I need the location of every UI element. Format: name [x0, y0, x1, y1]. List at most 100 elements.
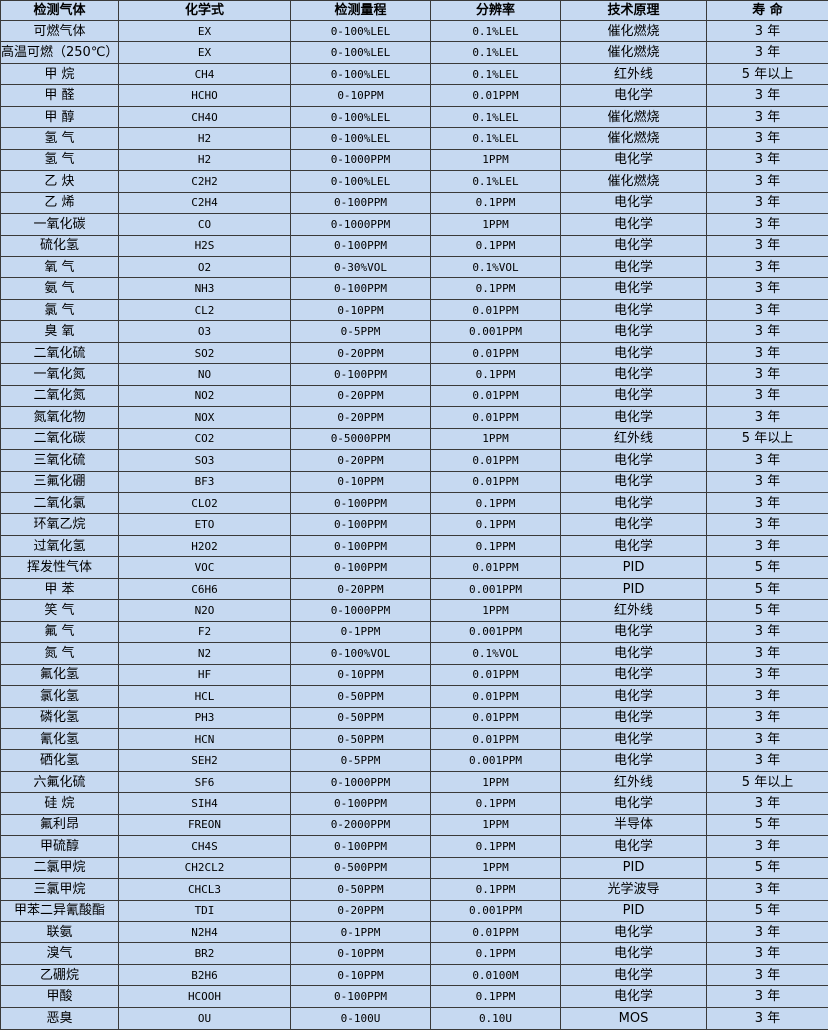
table-row: 磷化氢 PH3 0-50PPM 0.01PPM 电化学 3 年: [0, 706, 828, 729]
table-row: 氰化氢 HCN 0-50PPM 0.01PPM 电化学 3 年: [0, 727, 828, 751]
table-cell: 电化学: [560, 921, 707, 944]
table-cell: 三氟化硼: [0, 470, 119, 493]
table-cell: 3 年: [706, 792, 828, 815]
header-cell: 化学式: [118, 0, 291, 21]
table-cell: 硫化氢: [0, 234, 119, 257]
table-row: 甲 醛 HCHO 0-10PPM 0.01PPM 电化学 3 年: [0, 84, 828, 107]
table-cell: O3: [118, 320, 291, 343]
table-cell: 0-1PPM: [290, 620, 431, 644]
table-cell: CO: [118, 213, 291, 236]
table-cell: 0.1PPM: [430, 513, 561, 536]
table-cell: 催化燃烧: [560, 19, 707, 43]
table-cell: 红外线: [560, 770, 707, 794]
table-cell: 电化学: [560, 470, 707, 493]
table-cell: HCHO: [118, 84, 291, 107]
table-cell: 电化学: [560, 341, 707, 365]
table-cell: 0.01PPM: [430, 663, 561, 687]
table-cell: 氰化氢: [0, 727, 119, 751]
table-row: 氧 气 O2 0-30%VOL 0.1%VOL 电化学 3 年: [0, 255, 828, 279]
table-cell: CLO2: [118, 491, 291, 515]
table-cell: NO: [118, 363, 291, 386]
table-cell: SF6: [118, 770, 291, 794]
table-cell: 3 年: [706, 84, 828, 107]
table-cell: 红外线: [560, 427, 707, 451]
table-cell: 0-10PPM: [290, 298, 431, 322]
table-cell: 0.1PPM: [430, 277, 561, 300]
table-cell: 氯 气: [0, 298, 119, 322]
table-cell: N2H4: [118, 921, 291, 944]
table-cell: 0.1PPM: [430, 191, 561, 215]
table-cell: CH4: [118, 62, 291, 86]
table-cell: 3 年: [706, 341, 828, 365]
table-cell: 电化学: [560, 320, 707, 343]
table-cell: 氧 气: [0, 255, 119, 279]
table-cell: PID: [560, 556, 707, 579]
table-row: 一氧化碳 CO 0-1000PPM 1PPM 电化学 3 年: [0, 213, 828, 236]
table-cell: 3 年: [706, 470, 828, 493]
table-cell: SO3: [118, 449, 291, 472]
table-cell: 0.1PPM: [430, 835, 561, 858]
table-cell: 甲 醇: [0, 105, 119, 129]
table-cell: 0.1PPM: [430, 792, 561, 815]
table-cell: 0-100%LEL: [290, 105, 431, 129]
table-cell: 0-500PPM: [290, 856, 431, 880]
table-cell: EX: [118, 19, 291, 43]
table-cell: 三氧化硫: [0, 449, 119, 472]
table-cell: 0-100%LEL: [290, 170, 431, 193]
table-cell: CHCL3: [118, 878, 291, 901]
table-row: 氮 气 N2 0-100%VOL 0.1%VOL 电化学 3 年: [0, 642, 828, 665]
table-cell: 0-1000PPM: [290, 148, 431, 172]
table-cell: 0-20PPM: [290, 384, 431, 408]
table-cell: 电化学: [560, 384, 707, 408]
table-cell: 甲 苯: [0, 577, 119, 601]
table-row: 甲苯二异氰酸酯 TDI 0-20PPM 0.001PPM PID 5 年: [0, 899, 828, 923]
table-row: 六氟化硫 SF6 0-1000PPM 1PPM 红外线 5 年以上: [0, 770, 828, 794]
table-cell: 氢 气: [0, 148, 119, 172]
table-cell: HCL: [118, 685, 291, 708]
table-cell: 环氧乙烷: [0, 513, 119, 536]
table-cell: 0-100PPM: [290, 835, 431, 858]
table-row: 二氧化硫 SO2 0-20PPM 0.01PPM 电化学 3 年: [0, 341, 828, 365]
table-cell: C2H2: [118, 170, 291, 193]
table-cell: 0-100%LEL: [290, 19, 431, 43]
table-cell: 氨 气: [0, 277, 119, 300]
table-cell: 0-5PPM: [290, 320, 431, 343]
table-cell: 电化学: [560, 663, 707, 687]
table-cell: 3 年: [706, 513, 828, 536]
table-cell: 3 年: [706, 213, 828, 236]
table-cell: 电化学: [560, 792, 707, 815]
table-cell: 电化学: [560, 685, 707, 708]
table-row: 氯 气 CL2 0-10PPM 0.01PPM 电化学 3 年: [0, 298, 828, 322]
table-cell: C2H4: [118, 191, 291, 215]
table-cell: 3 年: [706, 320, 828, 343]
table-row: 甲硫醇 CH4S 0-100PPM 0.1PPM 电化学 3 年: [0, 835, 828, 858]
table-cell: 电化学: [560, 620, 707, 644]
table-row: 乙硼烷 B2H6 0-10PPM 0.0100M 电化学 3 年: [0, 963, 828, 987]
table-cell: 过氧化氢: [0, 534, 119, 558]
table-cell: 3 年: [706, 363, 828, 386]
table-cell: 电化学: [560, 213, 707, 236]
table-cell: 5 年以上: [706, 427, 828, 451]
table-cell: 恶臭: [0, 1006, 119, 1030]
table-cell: 3 年: [706, 706, 828, 729]
table-cell: 1PPM: [430, 427, 561, 451]
table-cell: 联氨: [0, 921, 119, 944]
table-cell: CL2: [118, 298, 291, 322]
table-cell: 0.1%LEL: [430, 62, 561, 86]
table-cell: 红外线: [560, 599, 707, 622]
table-cell: 0-1000PPM: [290, 770, 431, 794]
header-cell: 检测气体: [0, 0, 119, 21]
table-cell: 0.01PPM: [430, 449, 561, 472]
table-cell: BF3: [118, 470, 291, 493]
table-cell: 3 年: [706, 298, 828, 322]
table-cell: 3 年: [706, 255, 828, 279]
table-row: 臭 氧 O3 0-5PPM 0.001PPM 电化学 3 年: [0, 320, 828, 343]
table-cell: 5 年: [706, 856, 828, 880]
table-cell: 3 年: [706, 921, 828, 944]
table-cell: 氟 气: [0, 620, 119, 644]
table-cell: 电化学: [560, 706, 707, 729]
table-cell: 电化学: [560, 835, 707, 858]
table-row: 溴气 BR2 0-10PPM 0.1PPM 电化学 3 年: [0, 942, 828, 965]
